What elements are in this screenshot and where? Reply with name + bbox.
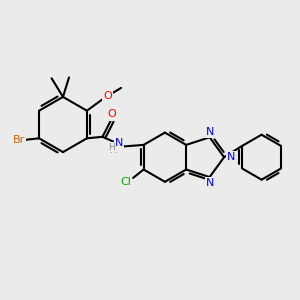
Text: N: N [206, 127, 214, 137]
Text: O: O [103, 91, 112, 101]
Text: O: O [107, 110, 116, 120]
Text: N: N [226, 152, 235, 162]
Text: O: O [103, 91, 112, 101]
Text: Br: Br [12, 135, 24, 145]
Text: Cl: Cl [120, 177, 130, 187]
Text: N: N [206, 178, 214, 188]
Text: O: O [107, 109, 116, 119]
Text: H: H [108, 142, 115, 152]
Text: N: N [206, 178, 214, 188]
Text: H: H [109, 146, 116, 154]
Text: N: N [226, 152, 235, 162]
Text: N: N [115, 139, 123, 149]
Text: N: N [206, 127, 214, 137]
Text: Br: Br [13, 135, 25, 145]
Text: N: N [115, 138, 123, 148]
Text: Cl: Cl [120, 177, 131, 187]
